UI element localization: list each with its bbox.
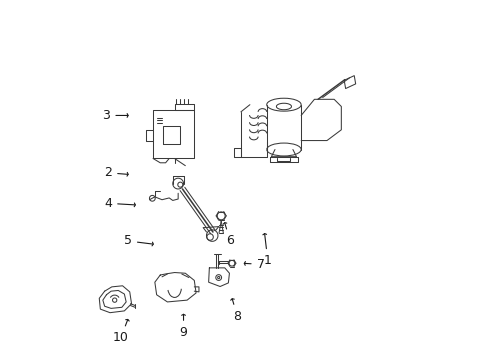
Text: 4: 4 [104,197,135,210]
Text: 5: 5 [123,234,153,247]
Text: 6: 6 [223,223,234,247]
Text: 3: 3 [102,109,128,122]
Text: 9: 9 [179,314,187,339]
Text: 10: 10 [113,319,129,344]
Text: 2: 2 [104,166,128,179]
Text: 7: 7 [244,258,264,271]
Text: 1: 1 [263,234,271,267]
Text: 8: 8 [230,299,241,323]
